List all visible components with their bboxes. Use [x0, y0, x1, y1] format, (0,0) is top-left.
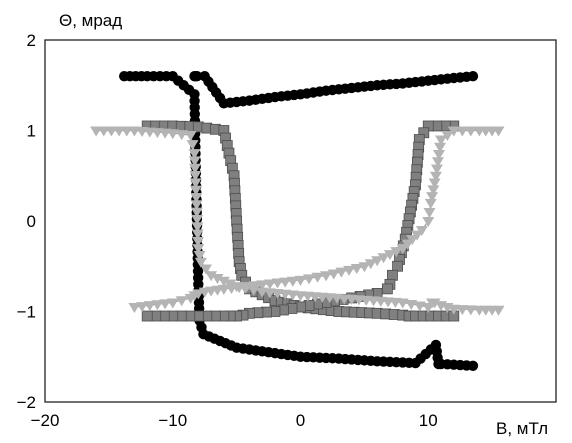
- data-point: [189, 185, 202, 196]
- y-axis-title: Θ, мрад: [59, 11, 122, 30]
- data-point: [191, 214, 204, 225]
- series-line: [124, 75, 474, 367]
- data-point: [311, 272, 324, 283]
- data-point: [467, 360, 479, 371]
- data-point: [217, 276, 230, 287]
- data-point: [141, 310, 153, 322]
- data-point: [191, 229, 204, 240]
- plot-frame: [44, 39, 557, 403]
- data-point: [435, 135, 448, 146]
- data-point: [190, 200, 203, 211]
- y-tick-label: −1: [17, 303, 36, 322]
- data-point: [90, 126, 103, 137]
- data-point: [430, 164, 443, 175]
- data-point: [434, 142, 447, 153]
- data-point: [105, 126, 118, 137]
- data-point: [447, 304, 460, 315]
- data-point: [188, 156, 201, 167]
- data-point: [199, 71, 210, 82]
- data-point: [192, 236, 205, 247]
- data-point: [211, 274, 224, 285]
- data-point: [381, 283, 393, 295]
- data-point: [423, 207, 436, 218]
- data-point: [464, 305, 477, 316]
- x-tick-label: 10: [419, 411, 438, 430]
- data-point: [189, 71, 200, 82]
- data-point: [383, 250, 396, 261]
- data-point: [364, 259, 377, 270]
- data-point: [192, 244, 205, 255]
- data-point: [396, 244, 409, 255]
- data-point: [189, 163, 202, 174]
- data-point: [184, 293, 197, 304]
- data-point: [190, 207, 203, 218]
- data-point: [441, 131, 454, 142]
- data-point: [422, 217, 435, 227]
- x-tick-label: −20: [31, 411, 60, 430]
- y-tick-label: −2: [17, 393, 36, 412]
- data-point: [492, 305, 505, 316]
- series-1: [119, 71, 479, 371]
- y-tick-label: 0: [27, 212, 36, 231]
- data-point: [113, 126, 126, 137]
- data-point: [456, 126, 469, 137]
- data-point: [190, 192, 203, 203]
- y-tick-label: 2: [27, 31, 36, 50]
- data-point: [456, 305, 469, 316]
- data-point: [464, 126, 477, 137]
- data-point: [175, 296, 188, 307]
- data-point: [371, 256, 384, 267]
- data-point: [405, 299, 418, 310]
- data-point: [188, 149, 201, 160]
- data-point: [175, 130, 188, 141]
- data-point: [377, 253, 390, 264]
- data-point: [413, 301, 426, 312]
- data-point: [396, 298, 409, 309]
- data-point: [194, 257, 207, 268]
- data-point: [473, 126, 486, 137]
- data-point: [205, 271, 218, 282]
- data-point: [303, 274, 316, 285]
- data-point: [387, 269, 398, 281]
- data-point: [424, 198, 437, 209]
- data-point: [392, 260, 403, 272]
- data-point: [428, 178, 441, 189]
- data-point: [128, 302, 141, 313]
- series-3: [90, 126, 505, 316]
- data-point: [189, 178, 202, 189]
- y-tick-label: 1: [27, 122, 36, 141]
- data-point: [320, 271, 333, 282]
- data-point: [199, 264, 212, 275]
- data-point: [120, 126, 133, 137]
- data-point: [427, 185, 440, 196]
- data-point: [390, 247, 403, 258]
- x-tick-label: 0: [296, 411, 305, 430]
- x-axis-title: B, мТл: [496, 419, 548, 438]
- data-point: [429, 171, 442, 182]
- data-point: [432, 150, 445, 161]
- data-point: [97, 126, 110, 137]
- data-point: [189, 171, 202, 182]
- series-layer: [90, 71, 505, 371]
- data-point: [193, 250, 206, 261]
- data-point: [431, 157, 444, 168]
- data-point: [426, 192, 439, 203]
- data-point: [186, 140, 199, 151]
- data-point: [166, 129, 179, 140]
- data-point: [447, 126, 460, 137]
- data-point: [428, 298, 441, 309]
- x-tick-label: −10: [158, 411, 187, 430]
- data-point: [184, 131, 197, 142]
- data-point: [191, 222, 204, 233]
